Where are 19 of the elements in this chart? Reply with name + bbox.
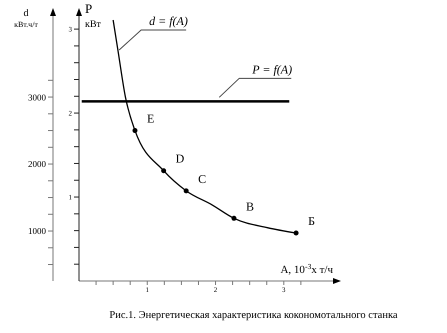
data-label: C [198,172,206,186]
point [161,168,166,174]
y-tick-label: 2000 [28,159,46,170]
y2-axis-title: P кВт [85,1,102,30]
x-axis-title: A, 10$^{-3}$x т/ч [280,262,334,276]
text: Рис.1. Энергетическая характеристика кокономотального станка [108,310,399,321]
point [132,128,138,134]
text: d = f(A) [149,14,188,28]
data-label: D [176,152,185,166]
point [231,216,236,221]
data-label: Б [308,214,316,228]
point [184,188,189,194]
y-tick-label: 1000 [28,226,46,236]
text: P = f(A) [251,62,292,76]
point [294,230,299,236]
data-label: E [146,112,154,126]
data-label: B [246,199,254,214]
y-axis-title: d кВт.ч/т [14,8,38,29]
y-tick-label: 3000 [28,92,46,102]
